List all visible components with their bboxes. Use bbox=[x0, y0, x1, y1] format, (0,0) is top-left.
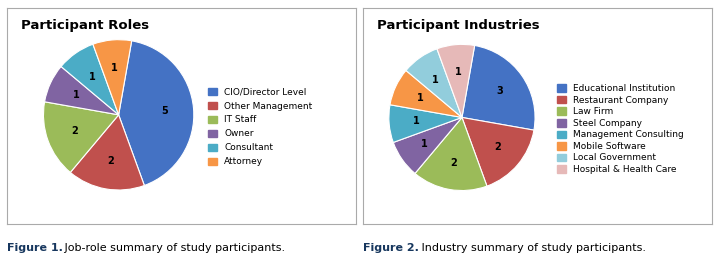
Wedge shape bbox=[61, 44, 119, 115]
Text: 1: 1 bbox=[413, 116, 419, 127]
Wedge shape bbox=[389, 105, 462, 143]
Text: Participant Roles: Participant Roles bbox=[21, 19, 150, 32]
Text: 3: 3 bbox=[496, 86, 503, 96]
Text: Industry summary of study participants.: Industry summary of study participants. bbox=[418, 243, 646, 253]
Text: 1: 1 bbox=[73, 90, 80, 100]
Wedge shape bbox=[437, 44, 475, 117]
Wedge shape bbox=[390, 70, 462, 117]
Wedge shape bbox=[45, 67, 119, 115]
Wedge shape bbox=[393, 117, 462, 173]
Wedge shape bbox=[93, 40, 132, 115]
Wedge shape bbox=[43, 102, 119, 173]
Wedge shape bbox=[462, 117, 534, 186]
Wedge shape bbox=[406, 49, 462, 117]
Text: 2: 2 bbox=[494, 142, 500, 152]
Wedge shape bbox=[462, 45, 535, 130]
Legend: CIO/Director Level, Other Management, IT Staff, Owner, Consultant, Attorney: CIO/Director Level, Other Management, IT… bbox=[207, 87, 313, 167]
Wedge shape bbox=[119, 41, 194, 186]
Text: 5: 5 bbox=[162, 106, 168, 116]
Text: 1: 1 bbox=[88, 72, 96, 82]
Text: Job-role summary of study participants.: Job-role summary of study participants. bbox=[61, 243, 285, 253]
Text: 1: 1 bbox=[111, 63, 118, 73]
Text: 1: 1 bbox=[432, 75, 439, 85]
Text: 1: 1 bbox=[454, 67, 462, 76]
Text: Participant Industries: Participant Industries bbox=[377, 19, 540, 32]
Wedge shape bbox=[70, 115, 145, 190]
Text: 2: 2 bbox=[107, 156, 114, 166]
Text: 1: 1 bbox=[421, 139, 428, 149]
Text: Figure 1.: Figure 1. bbox=[7, 243, 63, 253]
Text: 1: 1 bbox=[417, 93, 423, 103]
Text: 2: 2 bbox=[451, 158, 457, 168]
Text: Figure 2.: Figure 2. bbox=[363, 243, 419, 253]
Legend: Educational Institution, Restaurant Company, Law Firm, Steel Company, Management: Educational Institution, Restaurant Comp… bbox=[556, 84, 684, 175]
Text: 2: 2 bbox=[71, 126, 78, 136]
Wedge shape bbox=[415, 117, 487, 191]
